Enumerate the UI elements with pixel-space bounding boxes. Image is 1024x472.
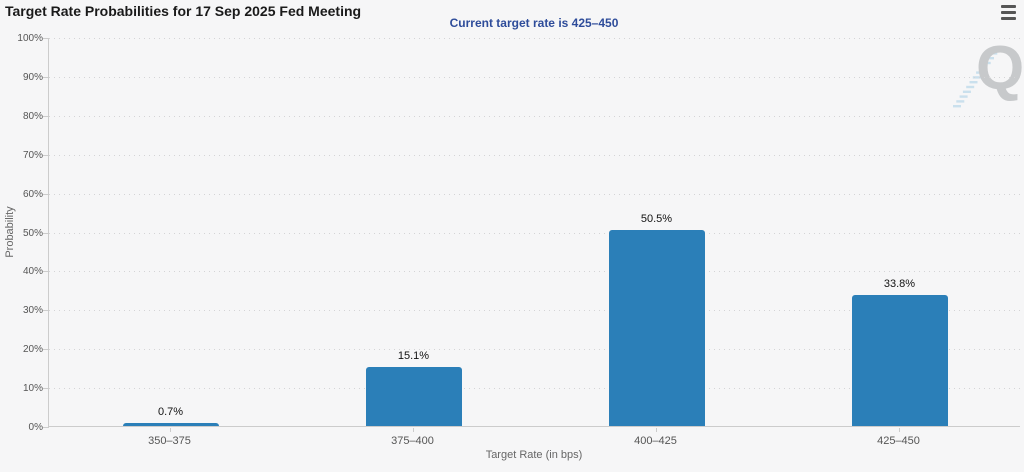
gridline [49,232,1020,234]
y-tick-label: 10% [22,383,43,395]
y-axis-tick [43,310,49,312]
y-tick-label: 90% [22,71,43,83]
gridline [49,271,1020,273]
gridline [49,349,1020,351]
y-tick-label: 60% [22,188,43,200]
x-axis-tick [898,428,900,432]
x-axis-tick [412,428,414,432]
y-tick-label: 0% [28,422,43,433]
gridline [49,76,1020,78]
bar-value-label: 50.5% [640,213,673,225]
y-axis-tick [43,232,49,234]
y-axis-tick [43,38,49,39]
x-axis-tick [169,428,171,432]
bar-slot: 15.1% [292,38,535,426]
y-tick-label: 30% [22,305,43,317]
bar-value-label: 33.8% [883,278,916,290]
gridline [49,115,1020,117]
y-tick-label: 40% [22,266,43,278]
y-axis-tick [43,193,49,195]
chart-subtitle: Current target rate is 425–450 [449,16,619,30]
chart-context-menu-button[interactable] [1001,5,1017,20]
gridline [49,388,1020,390]
y-tick-label: 50% [22,227,43,239]
gridline [49,38,1020,39]
y-axis-tick [43,388,49,390]
bar-slot: 33.8% [778,38,1021,426]
x-tick-label: 400–425 [634,435,677,447]
y-axis-tick [43,76,49,78]
x-tick-label: 375–400 [391,435,434,447]
bar-value-label: 0.7% [157,406,184,418]
hamburger-icon [1001,5,1016,8]
y-tick-label: 100% [17,33,43,44]
hamburger-icon [1001,17,1016,20]
gridline [49,193,1020,195]
x-axis-tick [655,428,657,432]
gridline [49,154,1020,156]
bar-375–400[interactable] [365,367,462,426]
x-tick-label: 425–450 [877,435,920,447]
plot-area: 0% 10% 20% 30% 40% 50% 60% 70% 80% 90% 100% 0.7% 15… [17,33,1021,433]
bar-350–375[interactable] [122,423,219,426]
y-axis-tick [43,427,49,428]
bar-slot: 0.7% [49,38,292,426]
y-tick-label: 80% [22,110,43,122]
bar-425–450[interactable] [851,295,948,426]
x-tick-label: 350–375 [148,435,191,447]
bar-slot: 50.5% [535,38,778,426]
y-tick-label: 70% [22,149,43,161]
y-tick-label: 20% [22,344,43,356]
y-axis-tick [43,154,49,156]
bar-400–425[interactable] [608,230,705,426]
y-axis-tick [43,115,49,117]
x-axis: 350–375 375–400 400–425 425–450 [48,428,1020,450]
y-axis-tick [43,271,49,273]
hamburger-icon [1001,11,1016,14]
gridline [49,310,1020,312]
x-axis-title: Target Rate (in bps) [485,449,583,461]
y-axis-tick [43,349,49,351]
bar-value-label: 15.1% [397,350,430,362]
chart-title: Target Rate Probabilities for 17 Sep 202… [5,3,362,19]
